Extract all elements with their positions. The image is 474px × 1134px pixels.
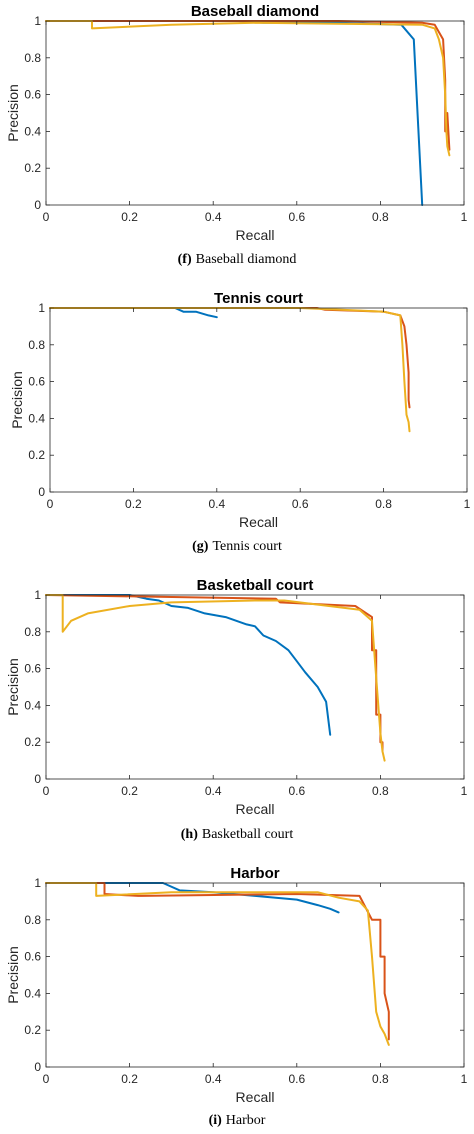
chart-panel: Basketball court 0 0.2 0.4 0.6 0.8 1 0 0.2 0.4 0.6… bbox=[5, 577, 468, 842]
series-line-yellow bbox=[45, 594, 386, 762]
y-tick-label: 0 bbox=[38, 485, 45, 499]
x-tick-label: 1 bbox=[461, 784, 468, 798]
y-tick-label: 0.2 bbox=[24, 735, 41, 749]
y-tick-label: 0.2 bbox=[24, 161, 41, 175]
series-line-red bbox=[45, 20, 451, 151]
x-tick-label: 0.8 bbox=[372, 1072, 389, 1086]
y-tick-label: 1 bbox=[34, 588, 41, 602]
series-line-yellow bbox=[45, 20, 451, 157]
y-tick-label: 0.2 bbox=[24, 1023, 41, 1037]
x-tick-label: 0.6 bbox=[288, 1072, 305, 1086]
x-axis-label: Recall bbox=[239, 514, 278, 530]
x-tick-label: 0.8 bbox=[372, 210, 389, 224]
y-tick-label: 0.4 bbox=[24, 698, 41, 712]
series-line-blue bbox=[45, 594, 332, 736]
caption-text: Harbor bbox=[226, 1113, 266, 1128]
axes-frame bbox=[45, 594, 465, 780]
chart-title: Baseball diamond bbox=[191, 3, 319, 20]
y-tick-label: 0.4 bbox=[24, 124, 41, 138]
x-tick-label: 0.4 bbox=[205, 1072, 222, 1086]
y-tick-label: 0.8 bbox=[24, 913, 41, 927]
plot-area bbox=[45, 20, 451, 206]
axes-frame bbox=[45, 20, 465, 206]
chart-panel: Tennis court 0 0.2 0.4 0.6 0.8 1 0 0.2 0.4 0.6 0.8 1… bbox=[9, 290, 471, 554]
caption-text: Basketball court bbox=[202, 827, 293, 842]
x-tick-label: 0.2 bbox=[121, 1072, 138, 1086]
y-tick-label: 0 bbox=[34, 1060, 41, 1074]
series-line-red bbox=[49, 307, 411, 409]
y-axis-label: Precision bbox=[5, 84, 21, 142]
subfigure-caption: (g) Tennis court bbox=[192, 539, 282, 554]
y-tick-label: 0.2 bbox=[28, 448, 45, 462]
chart-title: Harbor bbox=[230, 865, 279, 882]
y-axis-label: Precision bbox=[9, 371, 25, 429]
y-tick-label: 0 bbox=[34, 198, 41, 212]
y-tick-label: 0 bbox=[34, 772, 41, 786]
chart-panel: Baseball diamond 0 0.2 0.4 0.6 0.8 1 0 0.2 0.4 0.6… bbox=[5, 3, 468, 267]
x-tick-label: 0.4 bbox=[205, 210, 222, 224]
y-tick-label: 1 bbox=[34, 876, 41, 890]
chart-title: Basketball court bbox=[197, 577, 314, 594]
chart-panel: Harbor 0 0.2 0.4 0.6 0.8 1 0 0.2 0.4 0.6 0.8 1 Recall… bbox=[5, 865, 468, 1128]
caption-text: Baseball diamond bbox=[196, 252, 297, 267]
axes-frame bbox=[45, 882, 465, 1068]
x-axis-label: Recall bbox=[236, 227, 275, 243]
series-line-blue bbox=[45, 20, 424, 206]
x-tick-label: 0.6 bbox=[288, 210, 305, 224]
x-tick-label: 1 bbox=[461, 1072, 468, 1086]
y-tick-label: 0.6 bbox=[24, 88, 41, 102]
chart-title: Tennis court bbox=[214, 290, 303, 307]
x-tick-label: 0 bbox=[43, 210, 50, 224]
x-tick-label: 1 bbox=[461, 210, 468, 224]
y-axis-label: Precision bbox=[5, 658, 21, 716]
caption-letter: (f) bbox=[178, 252, 192, 267]
series-line-yellow bbox=[49, 307, 411, 433]
y-axis-label: Precision bbox=[5, 946, 21, 1004]
axes-frame bbox=[49, 307, 468, 493]
x-tick-label: 0 bbox=[47, 497, 54, 511]
x-tick-label: 0 bbox=[43, 784, 50, 798]
subfigure-caption: (i) Harbor bbox=[209, 1113, 266, 1128]
x-tick-label: 0.8 bbox=[372, 784, 389, 798]
caption-text: Tennis court bbox=[212, 539, 282, 554]
y-tick-label: 0.6 bbox=[24, 950, 41, 964]
x-tick-label: 0.2 bbox=[121, 210, 138, 224]
series-line-blue bbox=[45, 882, 340, 914]
x-tick-label: 1 bbox=[464, 497, 471, 511]
y-tick-label: 0.8 bbox=[24, 625, 41, 639]
y-tick-label: 0.8 bbox=[28, 338, 45, 352]
plot-area bbox=[45, 882, 390, 1046]
x-tick-label: 0 bbox=[43, 1072, 50, 1086]
x-tick-label: 0.6 bbox=[292, 497, 309, 511]
x-tick-label: 0.2 bbox=[121, 784, 138, 798]
x-tick-label: 0.4 bbox=[208, 497, 225, 511]
series-line-red bbox=[45, 882, 390, 1041]
x-axis-label: Recall bbox=[236, 801, 275, 817]
caption-letter: (h) bbox=[181, 827, 198, 842]
x-tick-label: 0.4 bbox=[205, 784, 222, 798]
plot-area bbox=[45, 594, 386, 762]
series-line-red bbox=[45, 594, 384, 753]
y-tick-label: 1 bbox=[38, 301, 45, 315]
x-tick-label: 0.8 bbox=[375, 497, 392, 511]
subfigure-caption: (h) Basketball court bbox=[181, 827, 294, 842]
y-tick-label: 0.6 bbox=[24, 662, 41, 676]
x-tick-label: 0.2 bbox=[125, 497, 142, 511]
caption-letter: (g) bbox=[192, 539, 209, 554]
subfigure-caption: (f) Baseball diamond bbox=[178, 252, 297, 267]
x-tick-label: 0.6 bbox=[288, 784, 305, 798]
y-tick-label: 0.6 bbox=[28, 375, 45, 389]
plot-area bbox=[49, 307, 411, 433]
y-tick-label: 0.4 bbox=[24, 986, 41, 1000]
x-axis-label: Recall bbox=[236, 1089, 275, 1105]
y-tick-label: 1 bbox=[34, 14, 41, 28]
caption-letter: (i) bbox=[209, 1113, 223, 1128]
series-line-yellow bbox=[45, 882, 390, 1046]
y-tick-label: 0.4 bbox=[28, 411, 45, 425]
y-tick-label: 0.8 bbox=[24, 51, 41, 65]
